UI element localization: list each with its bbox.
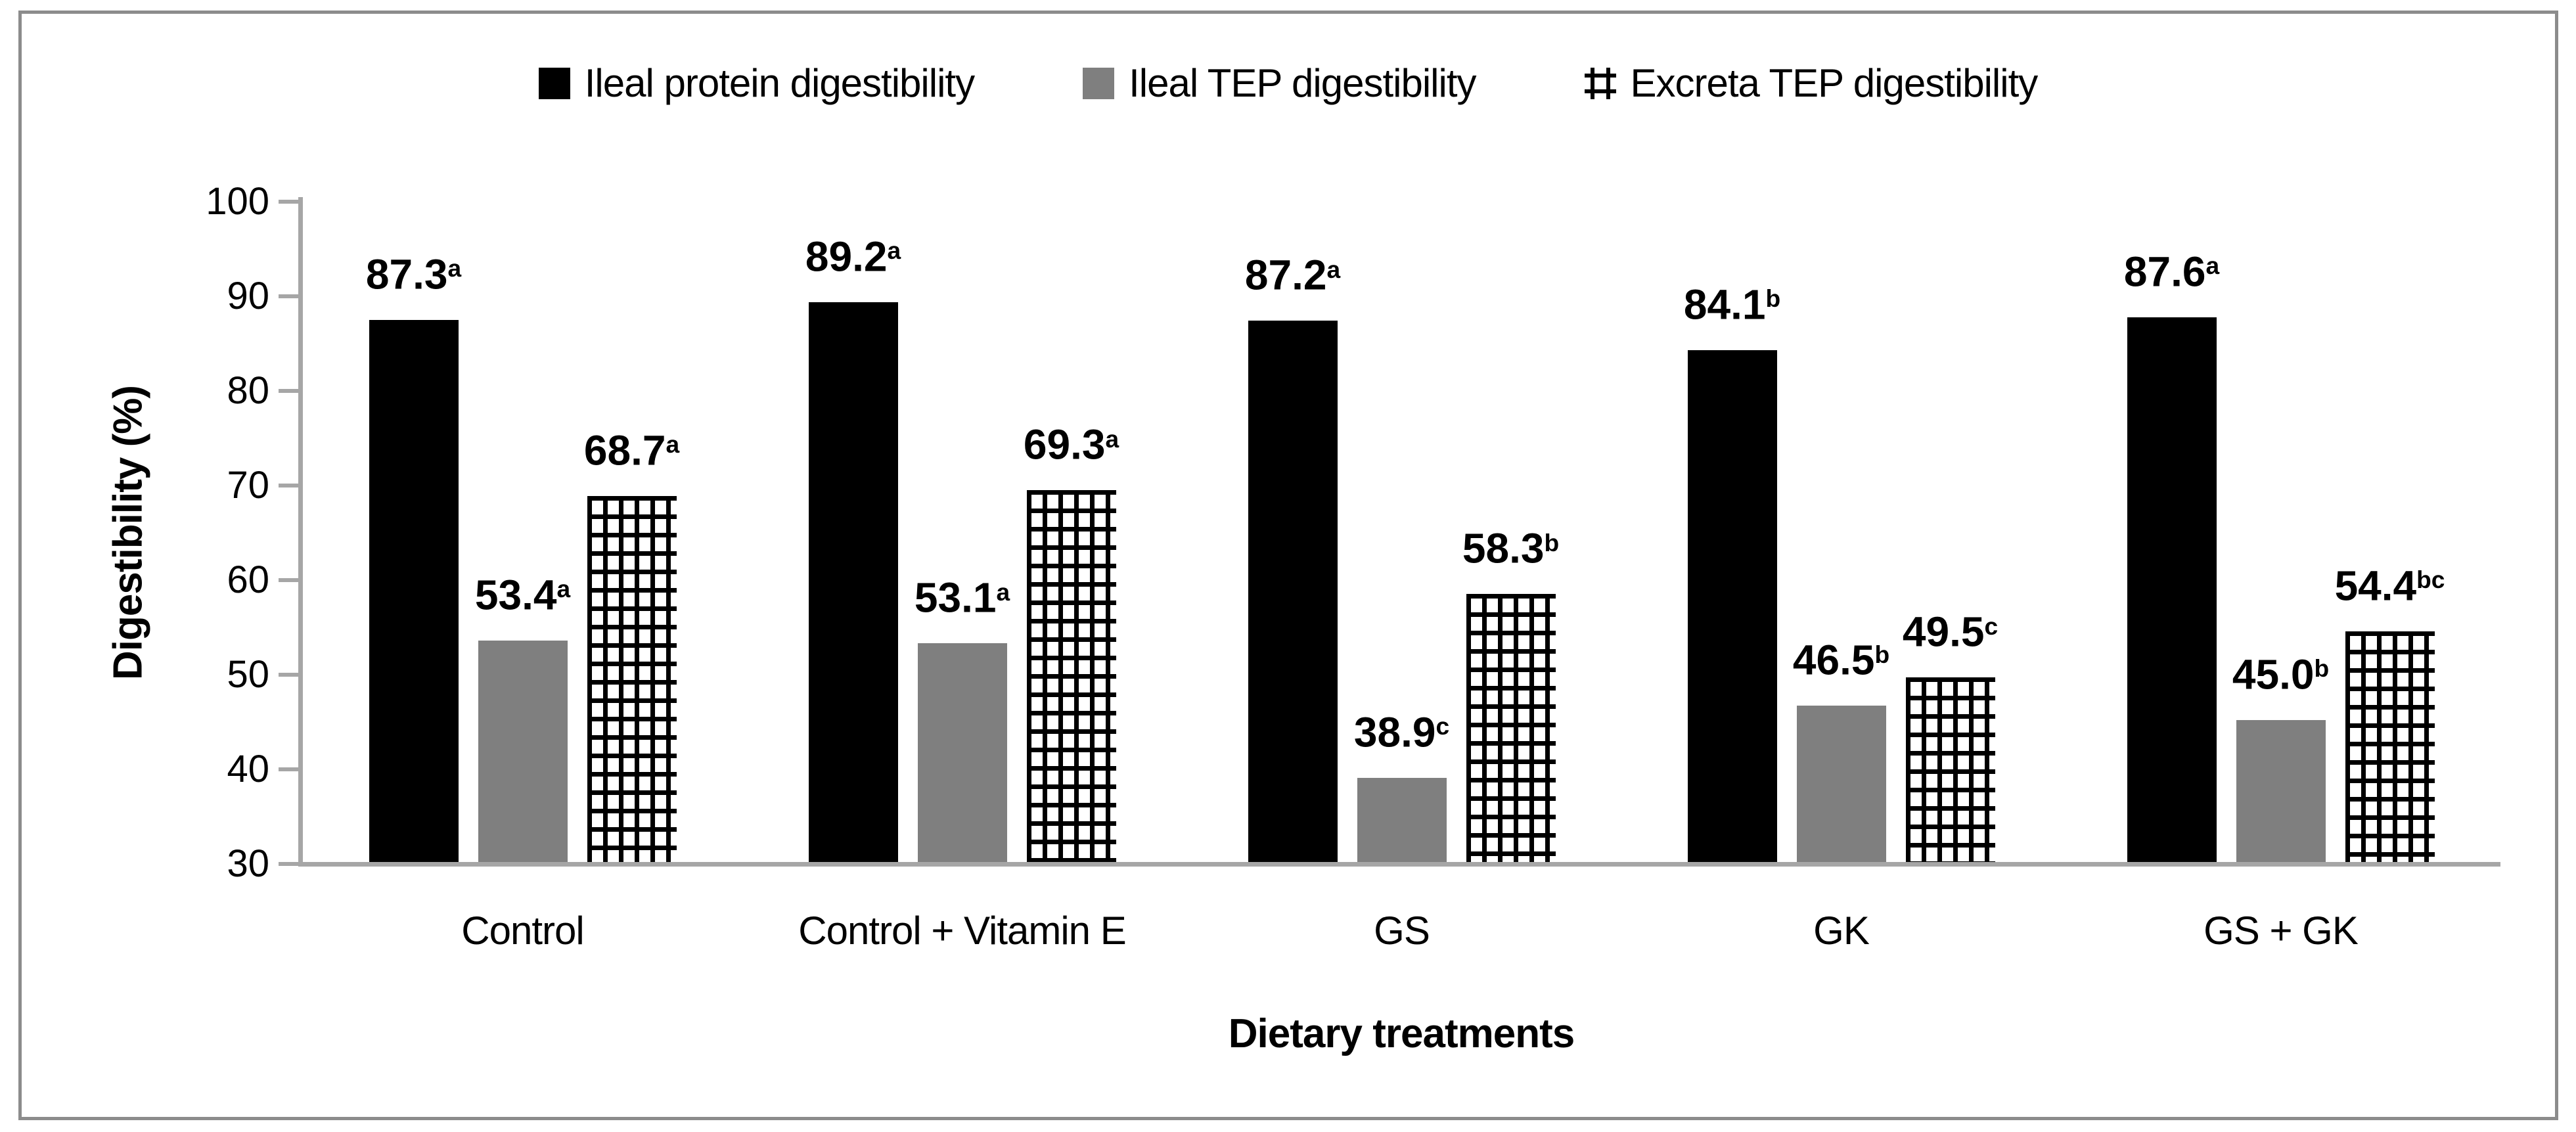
bar-gray — [2236, 720, 2326, 862]
legend-swatch-black — [538, 67, 570, 99]
bar-gray — [1357, 777, 1447, 862]
category-label: Control — [461, 909, 584, 953]
legend-label: Ileal TEP digestibility — [1129, 61, 1476, 105]
bar-value-label: 53.1a — [914, 574, 1010, 622]
bar-black — [2127, 317, 2217, 862]
bar-value-label: 84.1b — [1683, 281, 1781, 328]
legend-swatch-crosshatch — [1584, 67, 1616, 99]
y-axis-tick — [279, 484, 298, 487]
bar-value-label: 87.2a — [1244, 251, 1341, 299]
bar-crosshatch — [587, 495, 677, 862]
legend-item: Excreta TEP digestibility — [1584, 60, 2039, 106]
y-axis-tick — [279, 294, 298, 298]
bar-black — [808, 302, 898, 862]
bar-value-label: 49.5c — [1902, 608, 1999, 656]
bar-crosshatch — [1026, 490, 1116, 862]
category-label: GK — [1813, 909, 1870, 953]
bar-value-label: 87.6a — [2123, 247, 2220, 295]
bar-value-label: 38.9c — [1353, 708, 1450, 756]
bar-gray — [917, 643, 1007, 862]
bar-black — [369, 319, 459, 862]
y-tick-label: 70 — [227, 464, 269, 507]
category-label: GS — [1374, 909, 1430, 953]
y-axis-tick — [279, 673, 298, 677]
bar-value-label: 54.4bc — [2334, 561, 2445, 609]
legend-item: Ileal protein digestibility — [538, 60, 975, 106]
x-axis-title: Dietary treatments — [1228, 1011, 1575, 1056]
bar-black — [1687, 350, 1777, 862]
bar-value-label: 45.0b — [2232, 650, 2330, 698]
y-tick-label: 60 — [227, 558, 269, 601]
bar-value-label: 53.4a — [474, 571, 571, 619]
bar-value-label: 58.3b — [1462, 524, 1560, 572]
bar-value-label: 87.3a — [365, 250, 462, 298]
category-label: Control + Vitamin E — [798, 909, 1126, 953]
bar-crosshatch — [2345, 631, 2435, 862]
bar-gray — [478, 641, 568, 862]
bar-crosshatch — [1905, 677, 1995, 862]
y-tick-label: 90 — [227, 275, 269, 317]
y-axis-tick — [279, 389, 298, 393]
y-tick-label: 50 — [227, 653, 269, 696]
y-axis-tick — [279, 578, 298, 582]
legend-label: Excreta TEP digestibility — [1630, 61, 2039, 105]
legend: Ileal protein digestibility Ileal TEP dig… — [0, 60, 2576, 106]
y-axis-title: Digestibility (%) — [105, 385, 151, 681]
bar-value-label: 68.7a — [583, 426, 680, 474]
legend-swatch-gray — [1083, 67, 1115, 99]
legend-item: Ileal TEP digestibility — [1083, 60, 1477, 106]
y-axis-tick — [279, 200, 298, 204]
legend-label: Ileal protein digestibility — [584, 61, 975, 105]
y-axis-tick — [279, 862, 298, 866]
x-axis-line — [298, 862, 2500, 867]
y-axis-line — [298, 197, 303, 867]
y-axis-tick — [279, 767, 298, 771]
y-tick-label: 30 — [227, 842, 269, 885]
category-label: GS + GK — [2203, 909, 2359, 953]
bar-value-label: 69.3a — [1023, 420, 1119, 468]
bar-crosshatch — [1466, 594, 1556, 862]
bar-gray — [1796, 706, 1886, 862]
bar-value-label: 89.2a — [805, 232, 901, 280]
y-tick-label: 40 — [227, 748, 269, 790]
y-tick-label: 100 — [206, 180, 269, 223]
bar-value-label: 46.5b — [1792, 636, 1890, 684]
bar-black — [1248, 321, 1338, 862]
y-tick-label: 80 — [227, 369, 269, 412]
